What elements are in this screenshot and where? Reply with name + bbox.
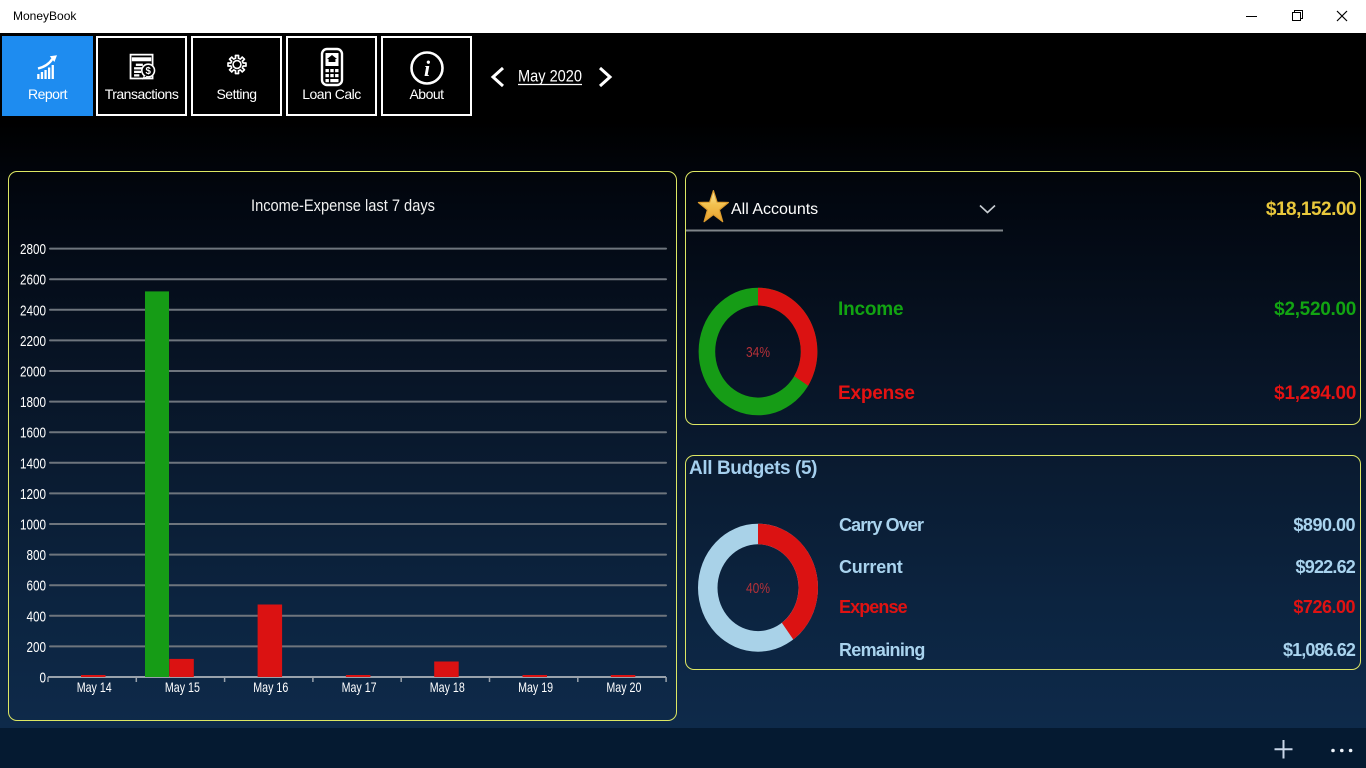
- svg-text:1600: 1600: [20, 425, 46, 442]
- svg-text:40%: 40%: [746, 580, 770, 597]
- svg-text:600: 600: [27, 578, 47, 595]
- svg-text:1400: 1400: [20, 455, 46, 472]
- svg-text:200: 200: [27, 639, 47, 656]
- svg-text:May 16: May 16: [253, 679, 288, 695]
- svg-text:2600: 2600: [20, 272, 46, 289]
- svg-text:2400: 2400: [20, 302, 46, 319]
- svg-text:May 17: May 17: [342, 679, 377, 695]
- svg-text:2200: 2200: [20, 333, 46, 350]
- svg-text:1000: 1000: [20, 517, 46, 534]
- svg-text:34%: 34%: [746, 344, 770, 361]
- svg-text:May 2020: May 2020: [518, 67, 582, 86]
- svg-text:400: 400: [27, 608, 47, 625]
- svg-text:i: i: [423, 56, 430, 81]
- svg-text:May 18: May 18: [430, 679, 465, 695]
- svg-text:1200: 1200: [20, 486, 46, 503]
- svg-text:$: $: [145, 66, 151, 77]
- svg-text:800: 800: [27, 547, 47, 564]
- svg-text:2000: 2000: [20, 364, 46, 381]
- svg-text:Income-Expense last 7 days: Income-Expense last 7 days: [251, 197, 435, 215]
- svg-text:0: 0: [40, 670, 47, 687]
- svg-text:2800: 2800: [20, 241, 46, 258]
- svg-text:May 19: May 19: [518, 679, 553, 695]
- svg-text:1800: 1800: [20, 394, 46, 411]
- svg-text:May 15: May 15: [165, 679, 200, 695]
- svg-text:May 14: May 14: [77, 679, 112, 695]
- svg-text:May 20: May 20: [606, 679, 641, 695]
